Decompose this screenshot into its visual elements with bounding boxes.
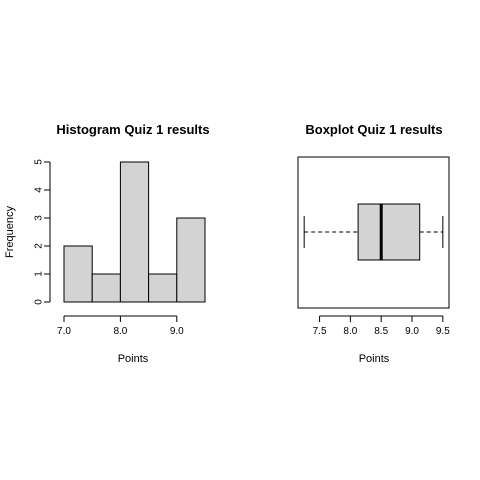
boxplot-marks (303, 203, 444, 261)
histogram-x-tick-label: 7.0 (57, 326, 71, 337)
histogram-y-tick-label: 0 (34, 299, 45, 305)
histogram-bar (119, 161, 150, 303)
histogram-y-tick-label: 4 (34, 187, 45, 193)
histogram-bar (91, 273, 121, 303)
boxplot-panel: Boxplot Quiz 1 results Points 7.5 8.0 8.5 9… (297, 122, 450, 365)
histogram-y-tick-label: 1 (34, 271, 45, 277)
boxplot-x-tick-label: 7.5 (313, 326, 327, 337)
boxplot-x-tick-label: 8.5 (374, 326, 388, 337)
histogram-title: Histogram Quiz 1 results (56, 122, 209, 137)
boxplot-x-tick-label: 9.5 (436, 326, 450, 337)
histogram-bars (63, 161, 206, 303)
histogram-y-tick-label: 2 (34, 243, 45, 249)
histogram-bar (63, 245, 93, 303)
boxplot-x-axis: 7.5 8.0 8.5 9.0 9.5 (313, 315, 450, 337)
boxplot-title: Boxplot Quiz 1 results (305, 122, 442, 137)
histogram-y-tick-label: 3 (34, 215, 45, 221)
boxplot-x-tick-label: 9.0 (405, 326, 419, 337)
boxplot-x-tick-label: 8.0 (343, 326, 357, 337)
histogram-panel: Histogram Quiz 1 results Frequency Point… (4, 122, 210, 365)
histogram-y-axis: 0 1 2 3 4 5 (34, 159, 51, 305)
boxplot-x-axis-label: Points (359, 353, 390, 365)
histogram-y-tick-label: 5 (34, 159, 45, 165)
histogram-x-tick-label: 9.0 (170, 326, 184, 337)
histogram-x-axis: 7.0 8.0 9.0 (57, 315, 184, 337)
histogram-x-tick-label: 8.0 (113, 326, 127, 337)
histogram-y-axis-label: Frequency (4, 206, 16, 258)
histogram-bar (148, 273, 178, 303)
boxplot-frame (297, 156, 450, 309)
boxplot-box (357, 203, 421, 261)
histogram-x-axis-label: Points (118, 353, 149, 365)
histogram-bar (176, 217, 206, 303)
